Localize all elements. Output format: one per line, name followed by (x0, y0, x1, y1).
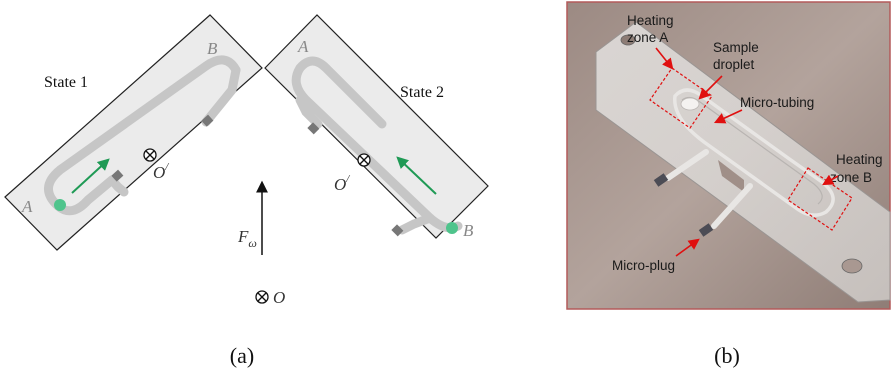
arrow-micro-tubing (713, 109, 743, 124)
state1-point-a: A (21, 197, 33, 216)
arrow-heating-zone-b (822, 174, 839, 186)
mount-hole-top (620, 34, 636, 46)
arrow-heating-zone-a (655, 47, 674, 70)
state2-label: State 2 (400, 84, 444, 101)
panel-a: O/ A B State 1 O/ A B State 2 (4, 14, 489, 368)
state2-point-a: A (297, 37, 309, 56)
state2-droplet (446, 222, 458, 234)
state1-chip: O/ A B (4, 14, 263, 251)
heating-zone-a-box (649, 67, 713, 129)
caption-b: (b) (714, 343, 740, 368)
state1-droplet (54, 199, 66, 211)
state1-chip-body (4, 14, 263, 251)
caption-a: (a) (230, 343, 254, 368)
label-micro-tubing: Micro-tubing (740, 95, 814, 110)
state1-center-symbol (143, 148, 157, 162)
force-label: Fω (237, 227, 257, 250)
label-heating-zone-a-line2: zone A (627, 30, 668, 45)
label-sample-line1: Sample (713, 40, 759, 55)
panel-b: Heating zone A Sample droplet Micro-tubi… (566, 1, 891, 368)
global-center-symbol (255, 290, 269, 304)
state2-chip: O/ A B (264, 14, 489, 240)
global-center-label: O (273, 288, 285, 307)
state2-chip-body (264, 14, 489, 239)
state1-label: State 1 (44, 74, 88, 91)
state2-port-lower (391, 224, 404, 237)
label-sample-line2: droplet (713, 57, 755, 72)
sample-droplet (680, 97, 700, 111)
state2-port-upper (307, 122, 320, 135)
state1-point-b: B (207, 39, 218, 58)
heating-zone-b-box (787, 167, 853, 231)
state1-port-upper (201, 114, 214, 127)
state2-center-symbol (357, 153, 371, 167)
state1-motion-arrow (71, 158, 110, 194)
label-heating-zone-b-line1: Heating (836, 152, 883, 167)
arrow-sample-droplet (698, 75, 723, 100)
micro-plug-upper (653, 149, 709, 187)
state2-center-label: O/ (334, 173, 350, 194)
chip-notch (718, 160, 744, 192)
micro-plug-lower (698, 183, 753, 237)
label-heating-zone-b-line2: zone B (830, 170, 872, 185)
state2-motion-arrow (396, 156, 437, 195)
state1-port-lower (111, 169, 124, 182)
chip-plate (595, 21, 891, 303)
arrow-micro-plug (675, 238, 700, 257)
micro-tubing (673, 88, 835, 217)
label-micro-plug: Micro-plug (612, 258, 675, 273)
state1-tube (44, 55, 241, 211)
label-heating-zone-a-line1: Heating (627, 13, 674, 28)
state1-center-label: O/ (153, 161, 169, 182)
state2-point-b: B (463, 221, 474, 240)
mount-hole-bottom (841, 258, 863, 274)
